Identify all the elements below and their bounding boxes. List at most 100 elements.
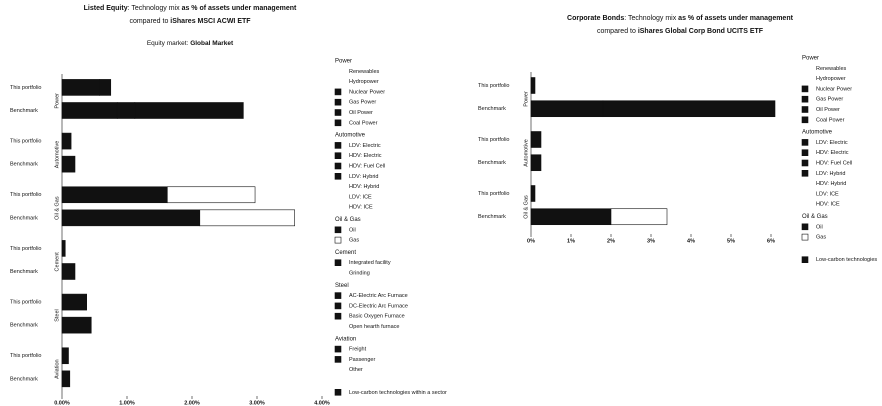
legend-label: Gas Power [349,100,376,106]
bar-segment [61,347,69,365]
legend-label: HDV: Fuel Cell [349,163,385,169]
legend-label: Hydropower [816,76,846,82]
legend-swatch [334,152,342,159]
legend-swatch [334,302,342,310]
legend-label: LDV: ICE [349,194,372,200]
bar-segment [61,132,72,150]
row-label: This portfolio [10,246,42,252]
legend-label: Other [349,367,363,373]
legend-swatch [801,149,809,156]
title-part: as % of assets under management [678,15,793,22]
legend-label: Low-carbon technologies [816,257,877,263]
legend-label: HDV: Electric [816,150,849,156]
legend-swatch [334,119,342,127]
bar-segment [530,208,612,226]
legend-swatch [801,139,809,146]
row-label: This portfolio [478,83,510,89]
legend-label: Freight [349,347,367,353]
row-label: Benchmark [10,215,38,221]
row-label: This portfolio [10,139,42,145]
row-label: This portfolio [478,191,510,197]
bar-segment [530,100,604,118]
bar-segment [602,100,776,118]
legend-label: Oil Power [816,107,840,113]
bar-segment [61,263,76,280]
row-label: Benchmark [10,376,38,382]
title-part: compared to [129,18,170,25]
legend-label: LDV: Electric [816,140,848,146]
row-label: Benchmark [10,323,38,329]
legend-group: Aviation [335,336,356,342]
legend-swatch [334,226,342,234]
legend-swatch [334,98,342,106]
title-part: Equity market: [147,40,190,47]
bar-segment [167,186,256,204]
title-part: : Technology mix [624,15,678,22]
legend-label: Gas [349,238,359,244]
legend-label: LDV: Electric [349,143,381,149]
title-part: iShares MSCI ACWI ETF [170,18,251,25]
legend-swatch [334,388,342,396]
legend-label: Coal Power [349,120,378,126]
legend-label: Low-carbon technologies within a sector [349,390,447,396]
legend-label: Nuclear Power [349,89,385,95]
legend-swatch [334,142,342,149]
bar-segment [199,209,296,227]
legend-label: Coal Power [816,117,845,123]
bar-segment [134,102,244,119]
x-tick-label: 4.00% [314,400,330,406]
row-label: Benchmark [10,108,38,114]
title-line: Equity market: Global Market [147,40,234,47]
legend-group: Oil & Gas [335,217,361,223]
title-part: : Technology mix [128,5,182,12]
row-label: Benchmark [478,214,506,220]
row-label: This portfolio [478,137,510,143]
bar-segment [61,316,92,334]
sector-label: Automotive [54,141,60,169]
title-line: Corporate Bonds: Technology mix as % of … [567,15,794,22]
legend-group: Power [802,56,819,62]
legend-label: LDV: Hybrid [349,174,378,180]
legend-swatch [334,236,342,244]
legend-label: Renewables [349,69,380,75]
legend-swatch [334,109,342,116]
row-label: Benchmark [10,269,38,275]
bar-segment [61,186,168,204]
bar-segment [61,102,118,119]
x-tick-label: 6% [767,238,775,244]
legend-label: Basic Oxygen Furnace [349,314,405,320]
title-part: Listed Equity [84,5,128,12]
legend-label: Oil [816,224,823,230]
row-label: This portfolio [10,300,42,306]
legend-swatch [334,88,342,96]
x-tick-label: 1.00% [119,400,135,406]
legend-label: Hydropower [349,79,379,85]
title-line: compared to iShares Global Corp Bond UCI… [597,28,764,35]
legend-label: HDV: Hybrid [349,184,379,190]
legend-swatch [334,356,342,363]
legend-label: HDV: ICE [349,205,373,211]
bar-segment [61,370,71,388]
row-label: Benchmark [478,160,506,166]
row-label: Benchmark [10,162,38,168]
legend-group: Power [335,59,352,65]
x-tick-label: 3% [647,238,655,244]
legend-swatch [334,162,342,170]
sector-label: Oil & Gas [523,195,529,219]
legend-label: HDV: Hybrid [816,181,846,187]
legend-group: Automotive [335,133,366,139]
legend-swatch [801,116,809,124]
bar-segment [530,185,536,202]
bar-segment [116,102,136,119]
legend-swatch [334,292,342,299]
legend-label: Renewables [816,66,847,72]
legend-label: DC-Electric Arc Furnace [349,303,408,309]
x-tick-label: 1% [567,238,575,244]
bar-segment [530,77,536,94]
legend-label: Nuclear Power [816,86,852,92]
legend-label: Open hearth furnace [349,324,399,330]
sector-label: Power [54,93,60,109]
sector-label: Steel [54,309,60,322]
legend-swatch [801,85,809,93]
